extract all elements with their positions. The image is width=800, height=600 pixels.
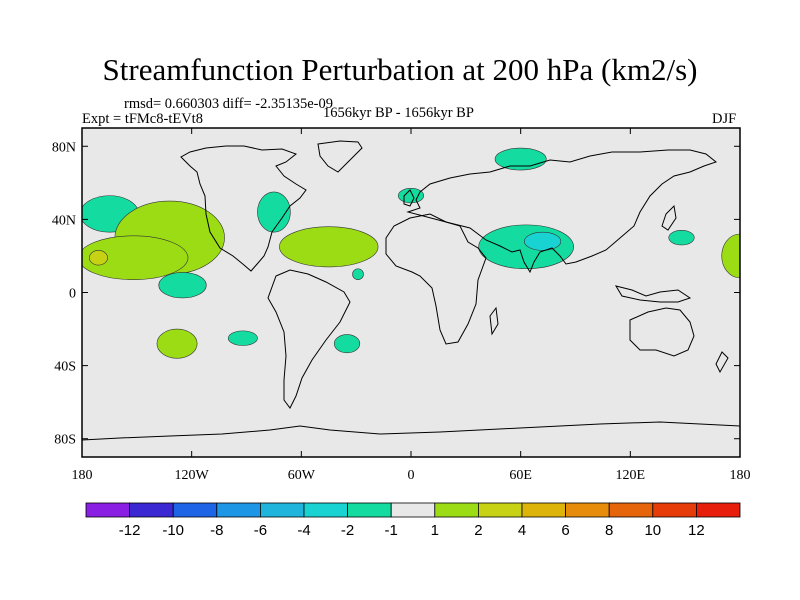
latitude-axis: 80N 40N 0 40S 80S bbox=[52, 140, 740, 448]
colorbar-label: -1 bbox=[385, 522, 398, 539]
colorbar-swatch bbox=[696, 502, 741, 518]
experiment-label: Expt = tFMc8-tEVt8 bbox=[82, 111, 203, 127]
contour-region-caribbean-atlantic-positive bbox=[279, 226, 379, 268]
colorbar-label: -10 bbox=[162, 522, 184, 539]
contour-region-dateline-positive bbox=[721, 233, 740, 279]
lon-tick-label: 0 bbox=[408, 468, 415, 483]
colorbar-swatch bbox=[477, 502, 523, 518]
contour-region-west-pacific-negative bbox=[668, 230, 695, 246]
colorbar-swatch bbox=[390, 502, 436, 518]
colorbar-swatch bbox=[259, 502, 305, 518]
colorbar-swatch bbox=[434, 502, 479, 518]
lat-tick-label: 40S bbox=[54, 360, 76, 375]
colorbar-swatch bbox=[608, 502, 654, 518]
lat-tick-label: 0 bbox=[69, 287, 76, 302]
colorbar-swatch bbox=[129, 502, 174, 518]
contour-region-south-america-west-negative bbox=[227, 330, 258, 346]
lon-tick-label: 120E bbox=[616, 468, 646, 483]
colorbar-swatch bbox=[652, 502, 697, 518]
contour-region-arabia-india-core bbox=[524, 231, 562, 251]
colorbar-label: 1 bbox=[431, 522, 439, 539]
colorbar-label: 2 bbox=[474, 522, 482, 539]
contour-region-arabia-india-negative bbox=[478, 224, 574, 270]
lat-tick-label: 80S bbox=[54, 433, 76, 448]
contour-region-equatorial-atlantic-negative bbox=[352, 268, 364, 281]
colorbar-label: -6 bbox=[254, 522, 267, 539]
colorbar-label: 10 bbox=[644, 522, 661, 539]
contour-fields bbox=[82, 147, 740, 359]
contour-region-south-pacific-positive bbox=[156, 328, 198, 359]
lat-tick-label: 40N bbox=[52, 213, 76, 228]
coastlines bbox=[82, 140, 740, 441]
colorbar-label: 6 bbox=[561, 522, 569, 539]
colorbar-label: -12 bbox=[119, 522, 141, 539]
colorbar-swatch bbox=[216, 502, 261, 518]
contour-region-south-atlantic-negative bbox=[333, 334, 361, 354]
lat-tick-label: 80N bbox=[52, 140, 76, 155]
longitude-axis: 180 120W 60W 0 60E 120E 180 bbox=[72, 128, 751, 483]
contour-region-tropical-pacific-negative bbox=[158, 272, 207, 299]
colorbar-swatch bbox=[172, 502, 218, 518]
colorbar-swatch bbox=[303, 502, 348, 518]
lon-tick-label: 120W bbox=[175, 468, 210, 483]
plot-title: Streamfunction Perturbation at 200 hPa (… bbox=[102, 52, 698, 87]
lon-tick-label: 180 bbox=[730, 468, 751, 483]
colorbar-swatch bbox=[565, 502, 610, 518]
colorbar-label: -4 bbox=[297, 522, 310, 539]
contour-region-hawaii-positive bbox=[82, 235, 189, 280]
colorbar: -12 -10 -8 -6 -4 -2 -1 1 2 4 6 8 10 12 bbox=[85, 502, 741, 539]
season-label: DJF bbox=[712, 111, 737, 127]
contour-region-hawaii-core-positive bbox=[89, 250, 108, 266]
colorbar-swatch bbox=[347, 502, 392, 518]
stats-text: rmsd= 0.660303 diff= -2.35135e-09 bbox=[124, 96, 333, 112]
lon-tick-label: 60E bbox=[509, 468, 532, 483]
colorbar-swatch bbox=[521, 502, 566, 518]
colorbar-label: -8 bbox=[210, 522, 223, 539]
period-label: 1656kyr BP - 1656kyr BP bbox=[323, 105, 474, 121]
contour-region-siberia-negative bbox=[494, 147, 547, 171]
colorbar-label: 12 bbox=[688, 522, 705, 539]
contour-region-eastern-us-negative bbox=[257, 191, 291, 233]
colorbar-label: 4 bbox=[518, 522, 526, 539]
colorbar-label: -2 bbox=[341, 522, 354, 539]
colorbar-label: 8 bbox=[605, 522, 613, 539]
colorbar-swatch bbox=[85, 502, 130, 518]
lon-tick-label: 180 bbox=[72, 468, 93, 483]
lon-tick-label: 60W bbox=[288, 468, 316, 483]
contour-region-western-europe-negative bbox=[397, 188, 425, 204]
